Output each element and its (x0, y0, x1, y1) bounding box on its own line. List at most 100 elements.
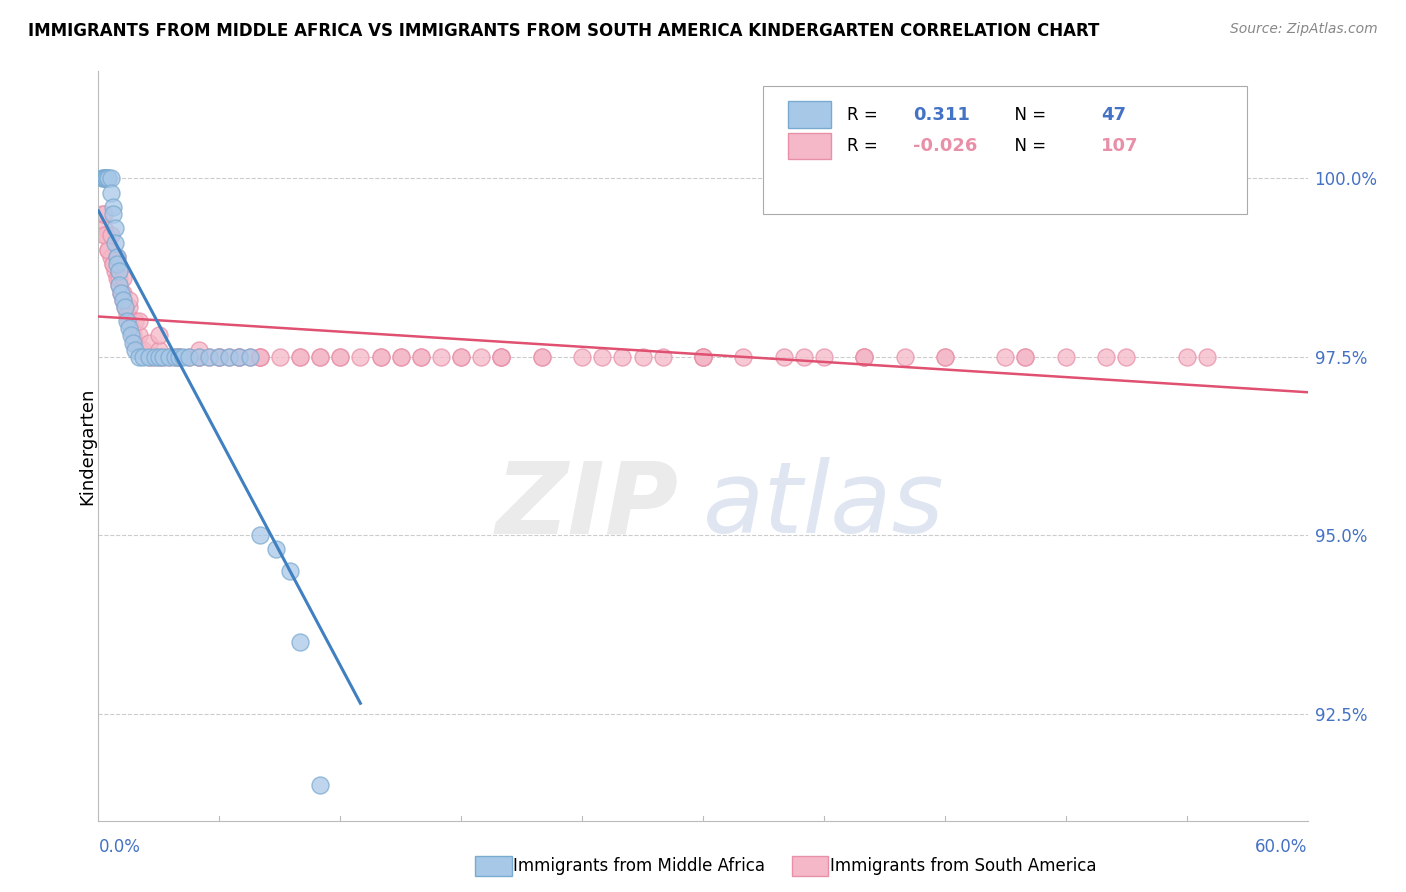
Point (142, 350, 165, 364)
Point (118, 293, 141, 307)
Point (100, 186, 122, 200)
Point (389, 350, 412, 364)
Point (491, 350, 513, 364)
Point (111, 271, 134, 285)
Point (167, 350, 190, 364)
Point (111, 285, 134, 300)
Point (188, 350, 211, 364)
Text: 107: 107 (1101, 137, 1139, 155)
Point (269, 350, 291, 364)
Point (128, 314, 150, 328)
Point (309, 350, 332, 364)
Point (124, 314, 146, 328)
Point (1195, 350, 1218, 364)
Point (105, 257, 128, 271)
Point (91, 171, 114, 186)
Point (105, 271, 128, 285)
Point (198, 350, 221, 364)
Point (93, 228, 115, 243)
Point (179, 350, 201, 364)
Point (118, 300, 141, 314)
Point (152, 350, 174, 364)
Text: R =: R = (846, 137, 883, 155)
Point (120, 328, 142, 343)
Point (228, 350, 250, 364)
Point (264, 542, 287, 557)
FancyBboxPatch shape (787, 133, 831, 160)
Point (370, 350, 392, 364)
Point (114, 300, 136, 314)
Point (132, 350, 155, 364)
Point (198, 350, 221, 364)
Text: 60.0%: 60.0% (1256, 838, 1308, 856)
Text: 47: 47 (1101, 106, 1126, 124)
Point (107, 264, 129, 278)
Point (793, 350, 815, 364)
Point (370, 350, 392, 364)
Point (103, 264, 125, 278)
Point (114, 300, 136, 314)
Point (349, 350, 371, 364)
Point (157, 350, 180, 364)
Point (138, 350, 160, 364)
Point (239, 350, 262, 364)
Point (132, 343, 155, 357)
Point (530, 350, 553, 364)
Point (934, 350, 956, 364)
Point (97, 171, 120, 186)
Text: 0.311: 0.311 (914, 106, 970, 124)
Point (110, 285, 132, 300)
Text: R =: R = (846, 106, 883, 124)
Point (172, 350, 194, 364)
Point (692, 350, 714, 364)
FancyBboxPatch shape (763, 87, 1247, 214)
Point (1014, 350, 1036, 364)
Text: 0.0%: 0.0% (98, 838, 141, 856)
Point (111, 293, 134, 307)
Point (591, 350, 613, 364)
Point (101, 207, 124, 221)
Point (228, 350, 250, 364)
Point (651, 350, 673, 364)
Point (450, 350, 472, 364)
Point (148, 350, 170, 364)
Point (105, 250, 128, 264)
Point (278, 564, 301, 578)
Point (138, 335, 160, 350)
Point (96, 171, 118, 186)
Point (249, 350, 271, 364)
Point (631, 350, 654, 364)
Point (329, 350, 352, 364)
Point (249, 350, 271, 364)
Point (994, 350, 1017, 364)
Text: Immigrants from Middle Africa: Immigrants from Middle Africa (513, 857, 765, 875)
Point (249, 528, 271, 542)
Text: atlas: atlas (703, 458, 945, 555)
Point (188, 343, 211, 357)
Point (101, 200, 124, 214)
Point (409, 350, 432, 364)
Point (934, 350, 956, 364)
Point (96, 228, 118, 243)
Point (97, 243, 120, 257)
Point (93, 221, 115, 235)
Point (218, 350, 240, 364)
Point (288, 350, 311, 364)
Text: Immigrants from South America: Immigrants from South America (830, 857, 1097, 875)
Point (111, 293, 134, 307)
Point (163, 350, 186, 364)
Point (110, 285, 132, 300)
Point (97, 243, 120, 257)
Point (121, 335, 143, 350)
Point (249, 350, 271, 364)
Point (692, 350, 714, 364)
Point (179, 350, 201, 364)
Point (188, 350, 211, 364)
Point (118, 314, 141, 328)
Point (188, 350, 211, 364)
Point (107, 271, 129, 285)
Point (491, 350, 513, 364)
Point (692, 350, 714, 364)
Point (103, 235, 125, 250)
Point (128, 328, 150, 343)
